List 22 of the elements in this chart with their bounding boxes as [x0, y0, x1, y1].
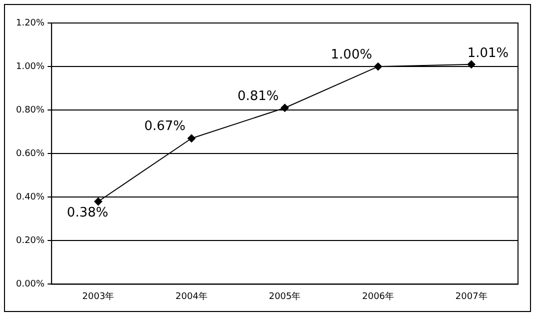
y-tick-label: 0.00% — [16, 280, 46, 290]
point — [280, 104, 289, 112]
data-label: 0.67% — [144, 119, 186, 134]
x-tick-label: 2007年 — [455, 290, 488, 302]
point — [467, 60, 476, 68]
point — [94, 197, 102, 206]
y-tick-label: 0.20% — [16, 236, 46, 246]
y-tick-label: 0.60% — [16, 148, 46, 159]
y-tick-label: 0.80% — [16, 105, 46, 116]
data-label: 1.00% — [330, 47, 372, 62]
x-tick-label: 2004年 — [176, 290, 208, 302]
x-tick-label: 2003年 — [82, 290, 114, 302]
y-tick-label: 0.40% — [16, 192, 46, 202]
y-tick-label: 1.00% — [16, 62, 46, 72]
y-tick-label: 1.20% — [16, 18, 46, 28]
point — [374, 62, 382, 71]
x-tick-label: 2005年 — [268, 290, 301, 302]
x-tick-label: 2006年 — [362, 290, 394, 302]
point — [188, 134, 196, 142]
data-label: 1.01% — [467, 46, 509, 62]
data-label: 0.38% — [66, 205, 108, 220]
data-label: 0.81% — [237, 88, 279, 104]
